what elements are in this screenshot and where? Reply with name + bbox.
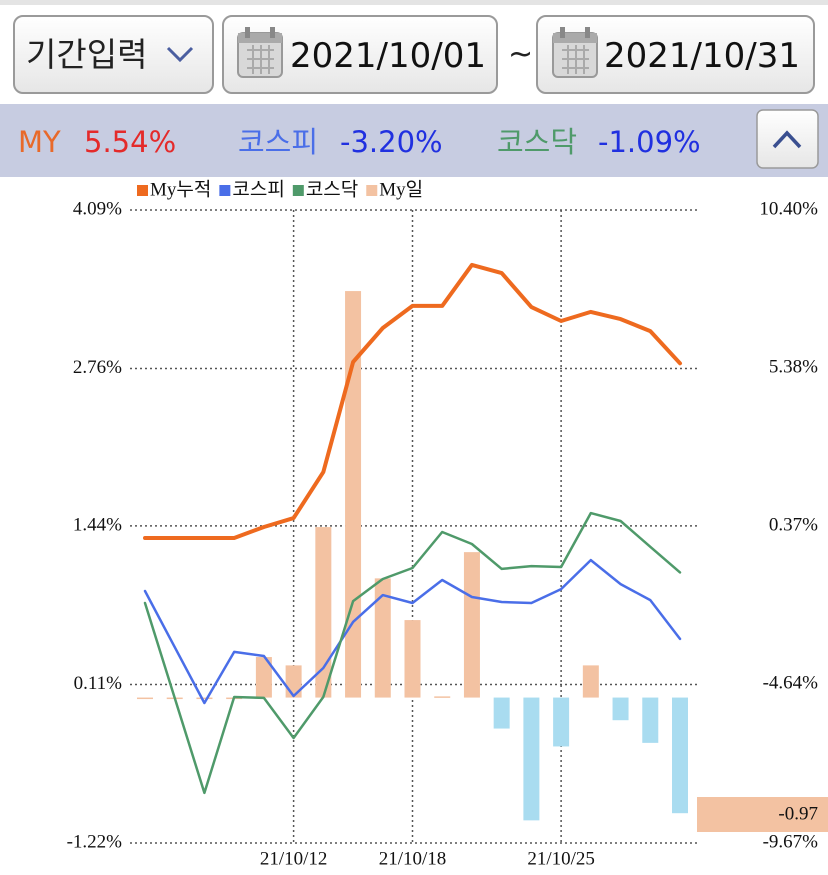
bar — [553, 697, 570, 747]
line — [143, 262, 682, 540]
summary-label: 코스피 — [238, 125, 318, 159]
legend-label: 코스피 — [232, 178, 284, 200]
bar — [463, 552, 480, 698]
y2-tick-label: 0.37% — [769, 515, 818, 536]
bar — [642, 697, 659, 743]
y2-tick-label: 5.38% — [769, 357, 818, 378]
summary-bar — [0, 104, 828, 177]
summary-value: 5.54% — [84, 125, 176, 159]
bar — [612, 697, 629, 721]
legend-label: My누적 — [150, 178, 211, 200]
calendar-icon — [237, 27, 283, 78]
legend-swatch — [366, 185, 378, 196]
bar — [196, 697, 213, 700]
value-label: -0.97 — [778, 803, 818, 824]
summary-value: -1.09% — [598, 125, 701, 159]
end-date-button[interactable]: 2021/10/31 — [536, 15, 815, 94]
line — [143, 558, 682, 705]
line — [143, 511, 682, 795]
y2-tick-label: -9.67% — [763, 831, 819, 852]
bar — [582, 665, 599, 698]
period-button[interactable]: 기간입력 — [13, 15, 214, 94]
x-tick-label: 21/10/12 — [260, 848, 328, 869]
y-tick-label: 4.09% — [73, 198, 122, 219]
summary-value: -3.20% — [340, 125, 443, 159]
y2-tick-label: 10.40% — [759, 198, 818, 219]
y-tick-label: 0.11% — [74, 673, 123, 694]
bar — [137, 697, 153, 700]
period-label: 기간입력 — [26, 35, 147, 74]
bar — [404, 620, 421, 698]
x-tick-label: 21/10/25 — [527, 848, 595, 869]
y-tick-label: -1.22% — [67, 831, 123, 852]
bar — [285, 665, 302, 698]
summary-label: 코스닥 — [497, 125, 577, 159]
bar — [672, 697, 688, 814]
start-date-button[interactable]: 2021/10/01 — [222, 15, 498, 94]
bar — [434, 696, 451, 698]
value-label-box — [697, 797, 828, 832]
y2-tick-label: -4.64% — [763, 673, 819, 694]
legend-label: My일 — [379, 178, 423, 200]
legend-label: 코스닥 — [306, 178, 358, 200]
bar — [493, 697, 510, 729]
calendar-icon — [552, 27, 598, 78]
legend-swatch — [137, 185, 148, 196]
collapse-button[interactable] — [756, 109, 819, 169]
chart: -1.22% 0.11% 1.44% 2.76% 4.09% -9.67% -4.64% 0.… — [67, 178, 828, 869]
date-separator: ~ — [508, 37, 533, 72]
legend-swatch — [292, 185, 304, 196]
x-tick-label: 21/10/18 — [379, 848, 447, 869]
bar — [345, 291, 362, 698]
y-tick-label: 1.44% — [73, 514, 122, 535]
end-date: 2021/10/31 — [604, 36, 800, 76]
bar — [374, 578, 391, 698]
bar — [255, 657, 272, 698]
top-edge — [0, 0, 828, 5]
summary-label: MY — [18, 125, 61, 159]
bar — [523, 697, 540, 821]
bar — [315, 527, 332, 698]
y-tick-label: 2.76% — [73, 357, 122, 378]
start-date: 2021/10/01 — [290, 36, 486, 76]
legend-swatch — [219, 185, 231, 196]
dropdown-icon — [166, 46, 194, 63]
